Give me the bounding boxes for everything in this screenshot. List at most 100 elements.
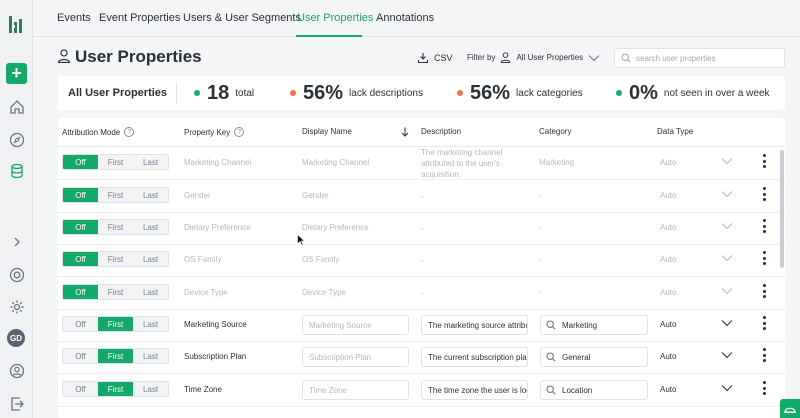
description-input[interactable]: The current subscription plai [421,347,528,367]
logout-icon[interactable] [6,393,27,414]
attribution-option-first[interactable]: First [98,155,133,169]
more-options-icon[interactable] [762,251,766,265]
attribution-option-first[interactable]: First [98,285,133,299]
table-row: Off First Last Gender Gender - - Auto [58,181,785,213]
attribution-option-off[interactable]: Off [63,285,98,299]
attribution-option-off[interactable]: Off [63,220,98,234]
header-attribution-mode: Attribution Mode ? [62,127,135,137]
expand-row-chevron-icon[interactable] [721,157,733,165]
attribution-option-last[interactable]: Last [133,317,168,331]
description-line: - [421,224,424,233]
category: - [539,191,542,200]
category: - [539,223,542,232]
support-chat-button[interactable] [780,399,800,418]
search-input[interactable]: search user properties [614,48,785,68]
attribution-option-last[interactable]: Last [133,155,168,169]
display-name-input[interactable]: Marketing Source [302,315,409,335]
attribution-mode-toggle: Off First Last [62,381,169,397]
attribution-option-first[interactable]: First [98,188,133,202]
display-name-input[interactable]: Time Zone [302,380,409,400]
stats-title: All User Properties [68,87,168,99]
attribution-option-off[interactable]: Off [63,188,98,202]
tab-users-segments[interactable]: Users & User Segments [183,12,301,24]
more-options-icon[interactable] [762,381,766,395]
header-display-name[interactable]: Display Name [302,127,352,136]
expand-row-chevron-icon[interactable] [721,351,733,359]
stat-total-label: total [235,87,255,99]
category-select[interactable]: Location [540,380,648,400]
category: Marketing [539,158,575,167]
stat-not-seen-label: not seen in over a week [663,87,770,99]
category: - [539,288,542,297]
description-line: acquisition. [421,170,462,179]
description: - [421,223,424,234]
filter-dropdown[interactable]: All User Properties [500,52,600,63]
description-input[interactable]: The time zone the user is loc [421,380,528,400]
home-icon[interactable] [6,96,27,117]
more-options-icon[interactable] [762,316,766,330]
description-input[interactable]: The marketing source attribu [421,315,528,335]
attribution-option-off[interactable]: Off [63,349,98,363]
attribution-option-first[interactable]: First [98,252,133,266]
attribution-option-last[interactable]: Last [133,349,168,363]
help-icon[interactable]: ? [124,127,135,137]
attribution-option-first[interactable]: First [98,382,133,396]
expand-row-chevron-icon[interactable] [721,319,733,327]
expand-chevron-icon[interactable] [6,231,27,252]
stat-not-seen-value: 0% [629,81,658,104]
category-value: Marketing [562,320,598,330]
more-options-icon[interactable] [762,284,766,298]
category-select[interactable]: Marketing [540,315,648,335]
description-line: - [421,289,424,298]
create-button[interactable]: + [6,63,27,84]
lifebuoy-icon[interactable] [6,264,27,285]
sort-arrow-icon[interactable] [401,127,409,137]
attribution-option-first[interactable]: First [98,317,133,331]
attribution-option-off[interactable]: Off [63,155,98,169]
tab-annotations[interactable]: Annotations [376,12,435,24]
more-options-icon[interactable] [762,154,766,168]
display-name: Device Type [302,288,346,297]
attribution-option-off[interactable]: Off [63,252,98,266]
attribution-option-first[interactable]: First [98,349,133,363]
stat-lack-cat-label: lack categories [516,87,583,99]
data-type: Auto [660,288,677,297]
attribution-option-last[interactable]: Last [133,188,168,202]
compass-icon[interactable] [6,129,27,150]
expand-row-chevron-icon[interactable] [721,190,733,198]
attribution-option-first[interactable]: First [98,220,133,234]
expand-row-chevron-icon[interactable] [721,222,733,230]
attribution-option-last[interactable]: Last [133,382,168,396]
header-label: Category [539,127,572,136]
expand-row-chevron-icon[interactable] [721,384,733,392]
database-icon[interactable] [6,160,27,181]
header-label: Data Type [657,127,694,136]
account-icon[interactable] [6,360,27,381]
display-name: OS Family [302,255,340,264]
attribution-option-last[interactable]: Last [133,252,168,266]
attribution-option-off[interactable]: Off [63,317,98,331]
more-options-icon[interactable] [762,348,766,362]
search-icon [546,385,556,395]
expand-row-chevron-icon[interactable] [721,254,733,262]
settings-gear-icon[interactable] [6,296,27,317]
app-logo-icon[interactable] [9,16,23,33]
vertical-scrollbar[interactable] [780,150,784,268]
display-name: Dietary Preference [302,223,369,232]
attribution-mode-toggle: Off First Last [62,284,169,300]
more-options-icon[interactable] [762,187,766,201]
csv-export-button[interactable]: CSV [417,52,453,64]
tab-events[interactable]: Events [57,12,91,24]
help-icon[interactable]: ? [234,127,245,137]
display-name-input[interactable]: Subscription Plan [302,347,409,367]
expand-row-chevron-icon[interactable] [721,287,733,295]
user-avatar[interactable]: GD [7,329,25,347]
table-header: Attribution Mode ? Property Key ? Displa… [58,118,785,147]
category-select[interactable]: General [540,347,648,367]
attribution-option-last[interactable]: Last [133,220,168,234]
tab-event-properties[interactable]: Event Properties [99,12,181,24]
more-options-icon[interactable] [762,219,766,233]
attribution-option-off[interactable]: Off [63,382,98,396]
tab-user-properties[interactable]: User Properties [297,12,374,24]
attribution-option-last[interactable]: Last [133,285,168,299]
